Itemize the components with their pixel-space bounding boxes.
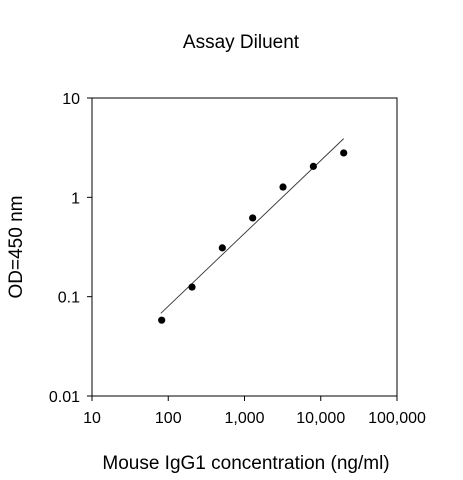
y-axis-label: OD=450 nm (6, 196, 27, 299)
data-point (218, 244, 226, 252)
y-axis: 0.01 0.1 1 10 (49, 91, 92, 406)
x-tick-label: 1,000 (224, 410, 264, 427)
data-point (340, 149, 348, 157)
y-tick-label: 1 (71, 190, 80, 207)
plot-frame (91, 97, 398, 397)
x-tick-label: 100,000 (368, 410, 426, 427)
x-tick-label: 100 (155, 410, 182, 427)
x-axis-label: Mouse IgG1 concentration (ng/ml) (102, 453, 389, 474)
x-tick-label: 10,000 (296, 410, 345, 427)
x-axis: 10 100 1,000 10,000 100,000 (83, 396, 426, 427)
y-tick-label: 10 (62, 91, 80, 108)
chart-title: Assay Diluent (183, 32, 300, 53)
data-point (309, 162, 317, 170)
data-point (249, 214, 257, 222)
data-point (279, 183, 287, 191)
data-point (158, 316, 166, 324)
y-tick-label: 0.01 (49, 389, 80, 406)
data-point (188, 283, 196, 291)
y-tick-label: 0.1 (58, 290, 80, 307)
data-points-layer (158, 149, 348, 324)
x-tick-label: 10 (83, 410, 101, 427)
